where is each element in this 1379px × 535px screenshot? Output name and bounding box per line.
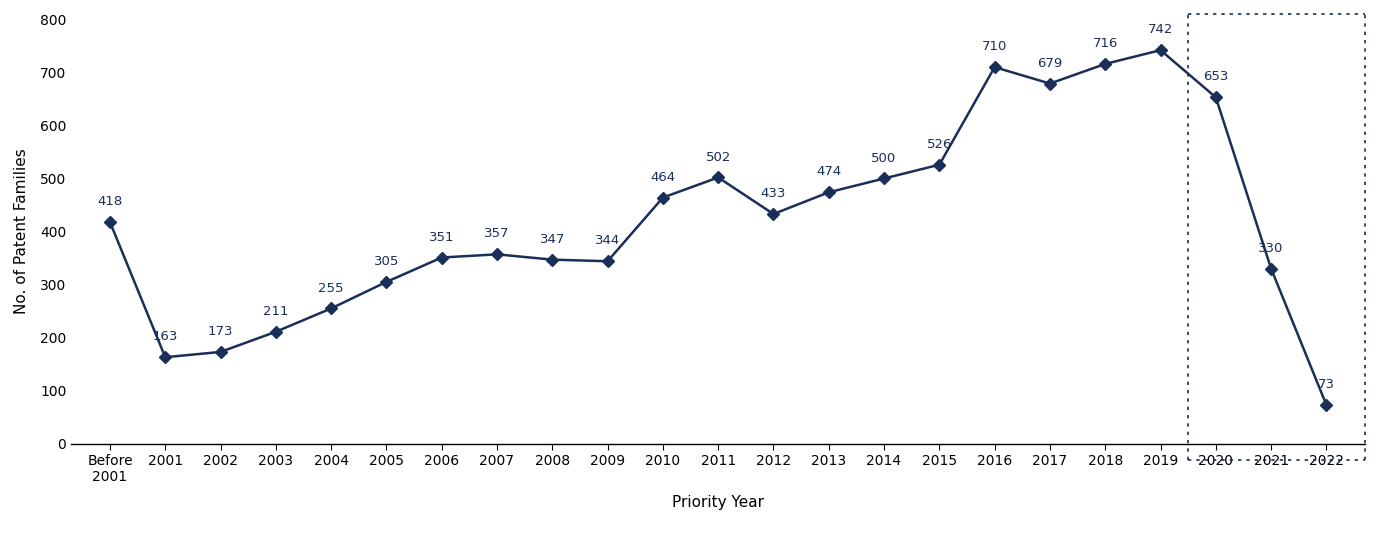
Text: 500: 500 [872, 151, 896, 165]
Text: 418: 418 [98, 195, 123, 208]
Text: 357: 357 [484, 227, 510, 240]
Text: 502: 502 [706, 150, 731, 164]
Text: 347: 347 [539, 233, 565, 246]
Text: 211: 211 [263, 305, 288, 318]
Text: 474: 474 [816, 165, 841, 178]
Text: 3: 3 [1336, 488, 1353, 512]
Text: 716: 716 [1092, 37, 1118, 50]
Text: 433: 433 [761, 187, 786, 200]
Text: 679: 679 [1037, 57, 1063, 70]
Text: 464: 464 [651, 171, 676, 184]
X-axis label: Priority Year: Priority Year [672, 495, 764, 510]
Text: 73: 73 [1318, 378, 1335, 391]
Text: 255: 255 [319, 281, 343, 295]
Text: 351: 351 [429, 231, 455, 243]
Y-axis label: No. of Patent Families: No. of Patent Families [14, 149, 29, 315]
Text: 330: 330 [1259, 242, 1284, 255]
Text: 526: 526 [927, 138, 952, 151]
Text: 305: 305 [374, 255, 399, 268]
Text: 163: 163 [153, 330, 178, 343]
Text: 710: 710 [982, 40, 1007, 54]
Text: 344: 344 [594, 234, 621, 247]
Text: 173: 173 [208, 325, 233, 338]
Text: 653: 653 [1202, 71, 1229, 83]
Text: 742: 742 [1147, 23, 1174, 36]
